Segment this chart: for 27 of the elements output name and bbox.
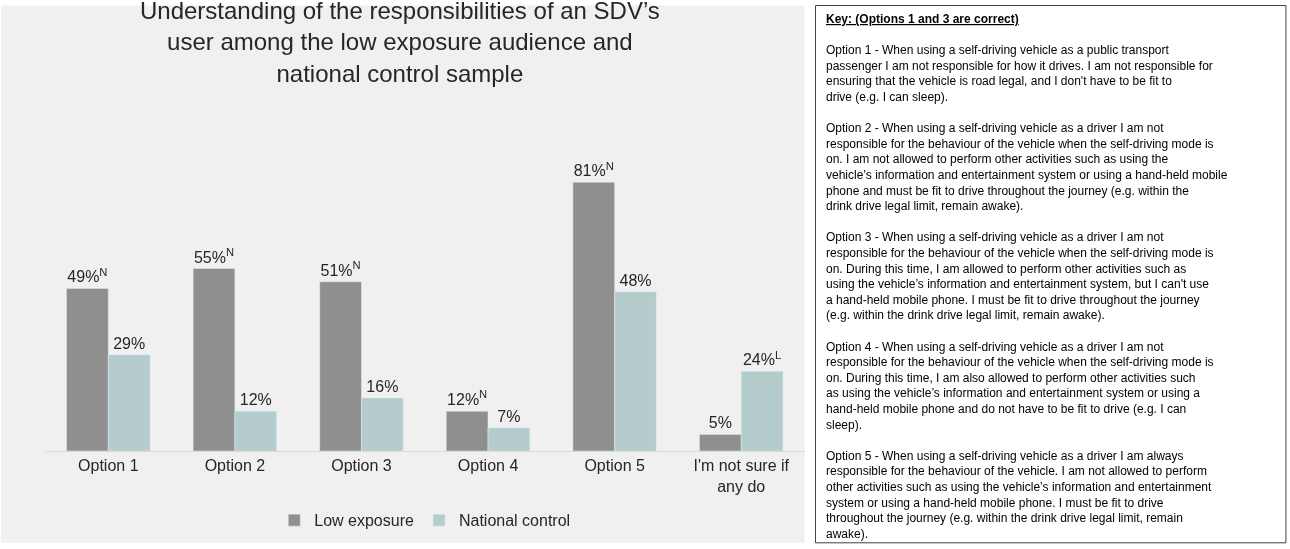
data-label: 81%$^{N}$ [573, 159, 614, 180]
text: Option 3 - When using a self-driving vehicle as a driver I am not responsible for the behaviour of the vehicle when the self-driving mode is on. During this time, I am allowed to perform other activities such as using the vehicle’s information and entertainment system, but I can't use a hand-held mobile phone. I must be fit to drive throughout the journey (e.g. within the drink drive legal limit, remain awake). [826, 230, 1214, 323]
x-tick-label: Option 1 [78, 457, 139, 475]
data-label: 49%$^{N}$ [67, 265, 108, 286]
data-label: 24%$^{L}$ [742, 348, 782, 369]
text: Key: (Options 1 and 3 are correct) [826, 12, 1019, 26]
data-label: 12%$^{N}$ [447, 388, 488, 409]
data-label: 16% [366, 377, 399, 395]
data-label: 7% [497, 407, 521, 425]
legend-label: National control [458, 512, 571, 530]
x-tick-label: Option 5 [584, 457, 645, 475]
x-tick-label: Option 3 [331, 457, 392, 475]
x-tick-label: Option 2 [204, 457, 266, 475]
data-label: 51%$^{N}$ [320, 259, 361, 279]
text: Option 5 - When using a self-driving vehicle as a driver I am always responsible for the behaviour of the vehicle. I am not allowed to perform other activities such as using the vehicle’s information and entertainment system or using a hand-held mobile phone. I must be fit to drive throughout the journey (e.g. within the drink drive legal limit, remain awake). [826, 448, 1212, 541]
chart-title: Understanding of the responsibilities of an SDV’s user among the low exposure audience and national control sample [139, 0, 660, 87]
data-label: 12% [239, 391, 272, 409]
data-label: 55%$^{N}$ [193, 245, 235, 266]
x-tick-label: Option 4 [457, 457, 519, 475]
legend-label: Low exposure [314, 512, 414, 530]
data-label: 48% [619, 271, 652, 289]
text: Option 1 - When using a self-driving vehicle as a public transport passenger I am not responsible for how it drives. I am not responsible for ensuring that the vehicle is road legal, and I don't have to be fit to drive (e.g. I can sleep). [826, 43, 1213, 104]
x-tick-label: I'm not sure if any do [693, 457, 790, 495]
text: Option 2 - When using a self-driving vehicle as a driver I am not responsible for the behaviour of the vehicle when the self-driving mode is on. I am not allowed to perform other activities such as using the vehicle’s information and entertainment system or using a hand-held mobile phone and must be fit to drive throughout the journey (e.g. within the drink drive legal limit, remain awake). [826, 121, 1228, 214]
text: Option 4 - When using a self-driving vehicle as a driver I am not responsible for the behaviour of the vehicle when the self-driving mode is on. During this time, I am also allowed to perform other activities such as using the vehicle’s information and entertainment system or using a hand-held mobile phone and do not have to be fit to drive (e.g. I can sleep). [826, 339, 1214, 432]
data-label: 5% [708, 414, 732, 432]
data-label: 29% [113, 334, 146, 352]
